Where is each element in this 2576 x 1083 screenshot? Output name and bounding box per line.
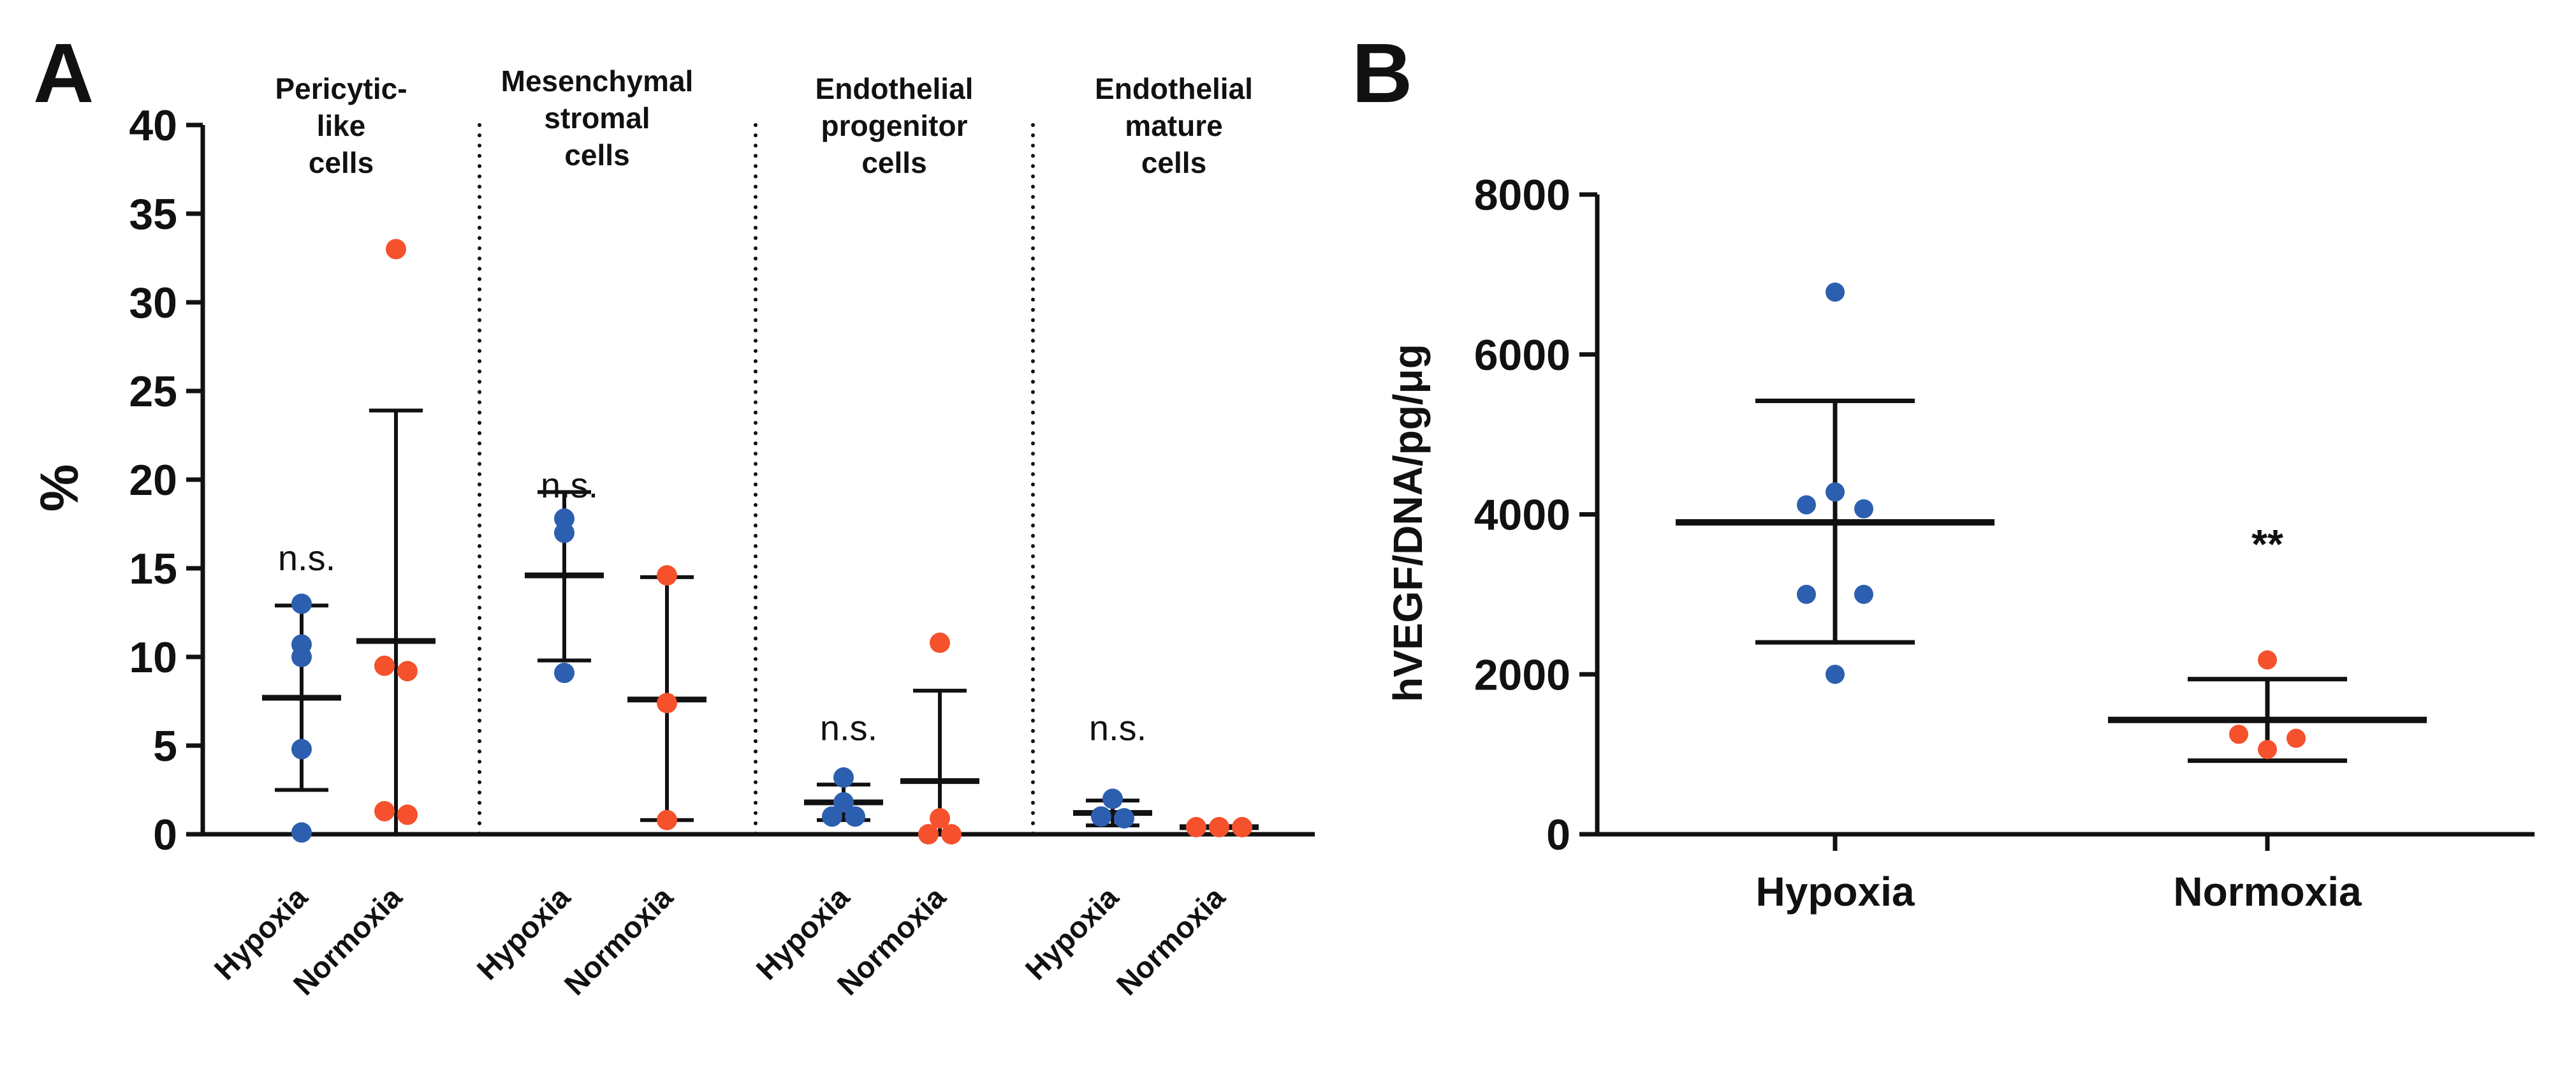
chart-a-group-title-line: cells bbox=[309, 146, 374, 179]
chart-a-hypoxia-point bbox=[1102, 788, 1123, 809]
chart-b-normoxia-point bbox=[2229, 725, 2248, 744]
chart-a-hypoxia-point bbox=[822, 806, 842, 827]
chart-a-group-title-line: like bbox=[317, 109, 366, 142]
chart-a-hypoxia-point bbox=[291, 822, 312, 843]
chart-b-y-tick-label: 6000 bbox=[1474, 331, 1570, 379]
chart-b-y-tick-label: 2000 bbox=[1474, 651, 1570, 699]
chart-a-x-tick-label: Normoxia bbox=[1109, 880, 1231, 1001]
chart-a-y-tick-label: 10 bbox=[129, 633, 177, 682]
chart-b-normoxia-point bbox=[2287, 728, 2306, 748]
chart-a-y-tick-label: 35 bbox=[129, 190, 177, 239]
chart-b-y-tick-label: 8000 bbox=[1474, 171, 1570, 219]
chart-a-group-title-line: Endothelial bbox=[816, 72, 974, 105]
chart-a-group-title-line: mature bbox=[1125, 109, 1222, 142]
chart-a-normoxia-point bbox=[657, 565, 677, 586]
chart-a-y-tick-label: 30 bbox=[129, 279, 177, 327]
chart-a-group-title-line: stromal bbox=[544, 101, 650, 135]
chart-b-y-axis-label: hVEGF/DNA/pg/μg bbox=[1385, 344, 1431, 702]
chart-a-hypoxia-point bbox=[291, 647, 312, 667]
chart-b-normoxia-point bbox=[2258, 740, 2277, 760]
chart-a: % 0 5 10 15 20 25 30 35 40 Pericytic-like cells Hyp… bbox=[29, 64, 1315, 1001]
chart-a-y-tick-label: 40 bbox=[129, 101, 177, 150]
chart-a-hypoxia-point bbox=[833, 767, 854, 788]
chart-b-x-tick-label: Normoxia bbox=[2173, 869, 2362, 915]
chart-a-normoxia-point bbox=[1186, 816, 1206, 837]
chart-a-y-axis-label: % bbox=[29, 464, 89, 512]
chart-b-hypoxia-point bbox=[1797, 495, 1816, 515]
chart-a-normoxia-point bbox=[386, 239, 406, 260]
chart-a-y-tick-label: 0 bbox=[153, 811, 177, 859]
chart-a-x-tick-label: Hypoxia bbox=[1018, 880, 1125, 986]
chart-a-normoxia-point bbox=[1232, 816, 1252, 837]
chart-a-y-tick-label: 5 bbox=[153, 722, 177, 770]
chart-b-hypoxia-point bbox=[1854, 499, 1873, 519]
chart-a-normoxia-point bbox=[918, 824, 939, 844]
chart-a-group-title-line: cells bbox=[564, 138, 629, 172]
chart-a-annotation: n.s. bbox=[541, 465, 598, 505]
chart-a-normoxia-point bbox=[397, 661, 418, 682]
chart-b-hypoxia-point bbox=[1826, 482, 1845, 502]
chart-a-hypoxia-point bbox=[554, 663, 574, 684]
chart-a-normoxia-point bbox=[397, 804, 418, 825]
chart-b: hVEGF/DNA/pg/μg 0 2000 4000 6000 8000 Hypoxia… bbox=[1385, 171, 2535, 915]
chart-a-hypoxia-point bbox=[554, 508, 574, 529]
chart-b-hypoxia-point bbox=[1826, 665, 1845, 684]
chart-b-hypoxia-point bbox=[1826, 282, 1845, 302]
chart-a-y-tick-label: 15 bbox=[129, 545, 177, 593]
chart-a-normoxia-point bbox=[930, 632, 950, 653]
chart-a-normoxia-point bbox=[657, 693, 677, 714]
chart-a-x-tick-label: Normoxia bbox=[557, 880, 679, 1001]
chart-b-significance-annotation: ** bbox=[2251, 521, 2283, 567]
chart-a-y-tick-label: 25 bbox=[129, 367, 177, 416]
chart-a-annotation: n.s. bbox=[1089, 708, 1146, 748]
chart-a-group-title-line: Mesenchymal bbox=[501, 64, 694, 98]
chart-a-group-title-line: cells bbox=[861, 146, 926, 179]
chart-a-x-tick-label: Hypoxia bbox=[470, 880, 576, 986]
chart-a-group-title-line: Pericytic- bbox=[275, 72, 407, 105]
chart-a-hypoxia-point bbox=[291, 593, 312, 614]
chart-b-normoxia-point bbox=[2258, 650, 2277, 670]
chart-a-normoxia-point bbox=[374, 655, 395, 676]
chart-b-y-tick-label: 0 bbox=[1546, 811, 1570, 859]
chart-b-x-tick-label: Hypoxia bbox=[1756, 869, 1915, 915]
chart-b-y-tick-label: 4000 bbox=[1474, 491, 1570, 540]
chart-a-hypoxia-point bbox=[554, 522, 574, 543]
panel-b-label: B bbox=[1352, 26, 1412, 120]
chart-a-normoxia-point bbox=[657, 809, 677, 830]
chart-a-normoxia-point bbox=[374, 800, 395, 821]
chart-a-hypoxia-point bbox=[1114, 807, 1134, 829]
chart-a-normoxia-point bbox=[1209, 816, 1229, 837]
chart-a-annotation: n.s. bbox=[278, 538, 335, 578]
chart-a-hypoxia-point bbox=[845, 806, 865, 827]
chart-a-normoxia-point bbox=[930, 807, 950, 829]
chart-a-hypoxia-point bbox=[833, 792, 854, 813]
chart-a-normoxia-point bbox=[941, 824, 962, 844]
chart-a-hypoxia-point bbox=[291, 739, 312, 760]
chart-a-group-title-line: cells bbox=[1141, 146, 1206, 179]
chart-a-hypoxia-point bbox=[1091, 806, 1111, 827]
chart-a-group-title-line: progenitor bbox=[821, 109, 968, 142]
chart-b-hypoxia-point bbox=[1797, 584, 1816, 604]
chart-b-hypoxia-point bbox=[1854, 584, 1873, 604]
chart-a-annotation: n.s. bbox=[820, 708, 877, 748]
panel-a-label: A bbox=[33, 26, 94, 120]
chart-a-group-title-line: Endothelial bbox=[1095, 72, 1253, 105]
chart-a-y-tick-label: 20 bbox=[129, 456, 177, 505]
